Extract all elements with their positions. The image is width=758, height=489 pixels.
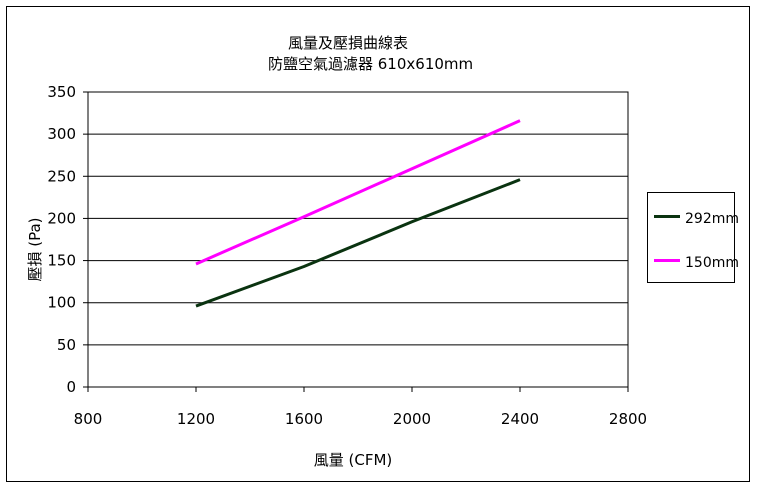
chart-legend: 292mm 150mm [647, 192, 739, 283]
y-tick-label-50: 50 [57, 336, 76, 354]
y-axis-label: 壓損 (Pa) [26, 217, 44, 281]
y-tick-label-350: 350 [47, 83, 76, 101]
x-axis-label: 風量 (CFM) [314, 451, 393, 469]
x-tick-label-1200: 1200 [177, 410, 215, 428]
x-tick-label-2800: 2800 [609, 410, 647, 428]
legend-label-150mm: 150mm [685, 255, 739, 271]
y-tick-label-150: 150 [47, 252, 76, 270]
y-tick-label-100: 100 [47, 294, 76, 312]
chart-frame [6, 6, 750, 482]
x-tick-label-800: 800 [74, 410, 103, 428]
legend-label-292mm: 292mm [685, 211, 739, 227]
legend-item-292mm: 292mm [654, 207, 739, 227]
legend-swatch-150mm [654, 259, 680, 262]
chart-title: 風量及壓損曲線表 [288, 34, 409, 52]
y-tick-label-0: 0 [66, 378, 76, 396]
plot-area-border [87, 91, 629, 388]
x-tick-label-1600: 1600 [285, 410, 323, 428]
legend-swatch-292mm [654, 215, 680, 218]
series-line-150mm [195, 119, 521, 266]
legend-item-150mm: 150mm [654, 251, 739, 271]
series-line-292mm [195, 178, 521, 308]
y-tick-label-300: 300 [47, 125, 76, 143]
x-tick-label-2400: 2400 [501, 410, 539, 428]
y-tick-label-200: 200 [47, 209, 76, 227]
chart-subtitle: 防鹽空氣過濾器 610x610mm [268, 55, 474, 73]
y-tick-label-250: 250 [47, 167, 76, 185]
x-tick-label-2000: 2000 [393, 410, 431, 428]
